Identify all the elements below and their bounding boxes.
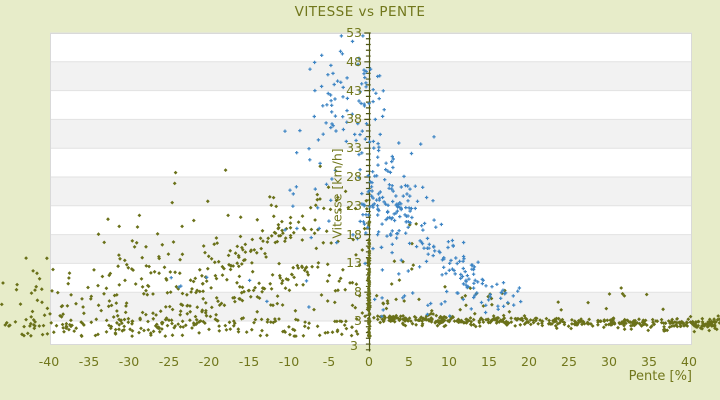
- y-tick-label: 3: [354, 313, 362, 328]
- x-tick-label: -35: [78, 354, 100, 369]
- x-tick-label: -15: [238, 354, 260, 369]
- y-tick-label: 13: [346, 255, 362, 271]
- x-tick-label: 25: [561, 354, 577, 369]
- x-tick-label: -30: [118, 354, 140, 369]
- x-tick-label: 10: [441, 354, 457, 369]
- y-tick-label: 18: [346, 226, 362, 242]
- series-blue-points: [169, 34, 523, 319]
- y-tick-label: 28: [346, 169, 362, 184]
- series-olive-points: [0, 164, 720, 339]
- y-tick-label: 53: [346, 25, 362, 40]
- x-tick-label: -5: [322, 354, 336, 369]
- x-axis-title: Pente [%]: [628, 369, 692, 384]
- x-tick-label: 5: [405, 354, 413, 369]
- x-tick-label: -40: [38, 354, 60, 369]
- y-axis-min-label: 3: [350, 338, 358, 353]
- x-tick-label: 20: [521, 354, 537, 369]
- x-tick-label: 0: [365, 354, 373, 369]
- chart-title: VITESSE vs PENTE: [294, 4, 426, 20]
- x-tick-label: -10: [278, 354, 300, 369]
- y-tick-label: 38: [346, 111, 362, 127]
- x-tick-label: 30: [601, 354, 617, 369]
- y-tick-label: 48: [346, 53, 362, 69]
- x-tick-label: 35: [641, 354, 657, 369]
- y-tick-label: 23: [346, 197, 362, 213]
- y-axis-title: Vitesse [km/h]: [329, 148, 345, 239]
- x-tick-label: 40: [681, 354, 697, 369]
- x-tick-label: -20: [198, 354, 220, 369]
- y-tick-label: 8: [354, 284, 362, 300]
- x-tick-label: 15: [481, 354, 497, 369]
- y-tick-label: 33: [346, 140, 362, 156]
- y-tick-label: 43: [346, 82, 362, 98]
- x-tick-label: -25: [158, 354, 180, 369]
